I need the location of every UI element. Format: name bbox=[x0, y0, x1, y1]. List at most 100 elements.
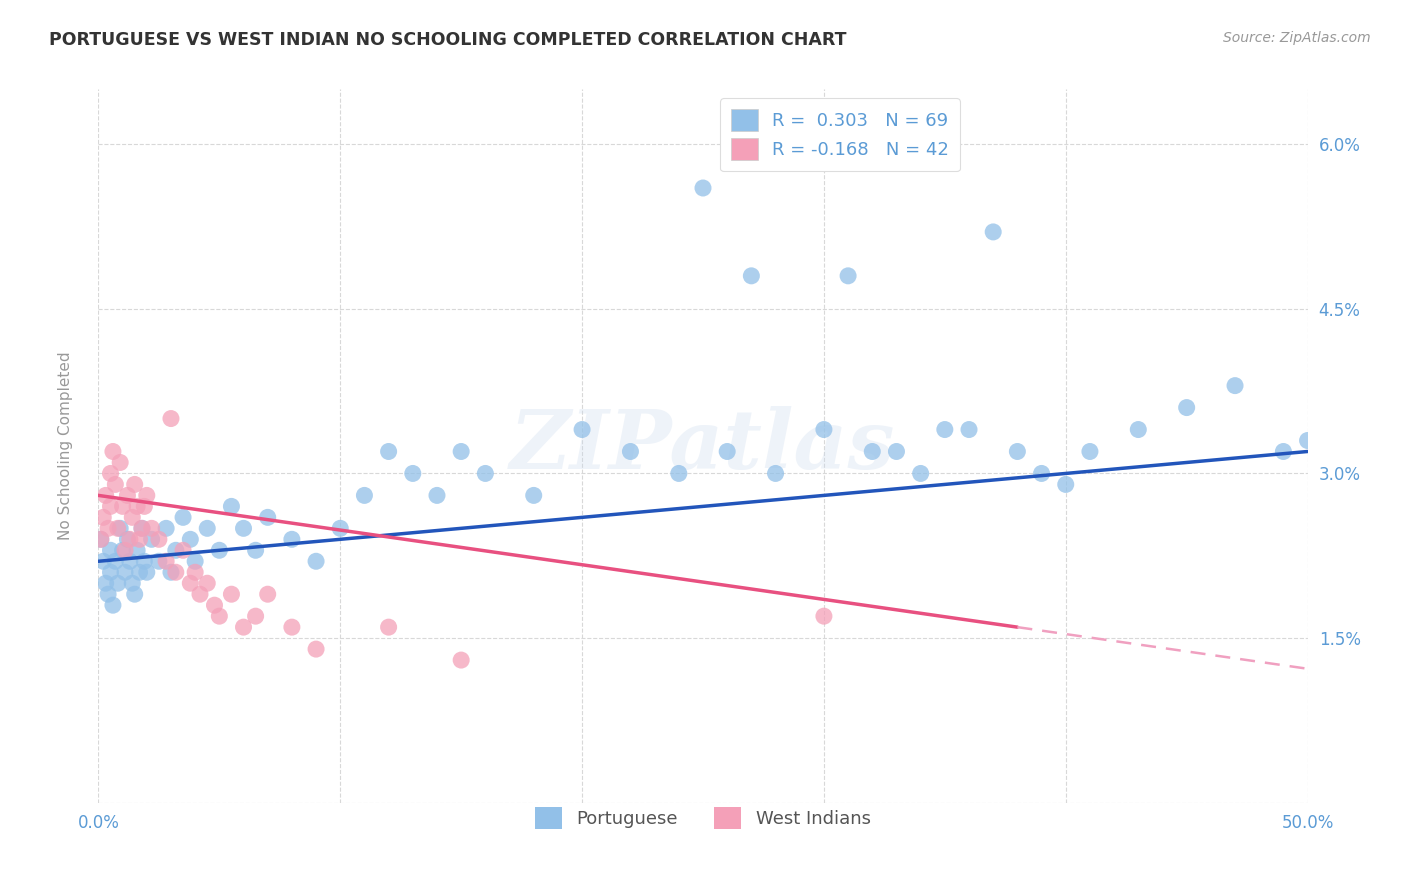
Legend: Portuguese, West Indians: Portuguese, West Indians bbox=[527, 800, 879, 837]
Point bbox=[108, 521, 131, 535]
Point bbox=[1296, 434, 1319, 448]
Point bbox=[619, 444, 641, 458]
Point bbox=[148, 554, 170, 568]
Point bbox=[256, 510, 278, 524]
Point bbox=[127, 543, 149, 558]
Point bbox=[131, 521, 153, 535]
Point bbox=[377, 444, 399, 458]
Point bbox=[1272, 444, 1295, 458]
Point bbox=[305, 642, 328, 657]
Point bbox=[165, 566, 187, 580]
Point bbox=[813, 423, 835, 437]
Point bbox=[221, 500, 243, 514]
Point bbox=[474, 467, 496, 481]
Point bbox=[402, 467, 425, 481]
Point bbox=[104, 477, 127, 491]
Point bbox=[114, 543, 136, 558]
Point bbox=[111, 500, 134, 514]
Point bbox=[184, 554, 207, 568]
Point bbox=[740, 268, 762, 283]
Point bbox=[1128, 423, 1150, 437]
Point bbox=[1175, 401, 1198, 415]
Point bbox=[208, 609, 231, 624]
Point bbox=[155, 554, 177, 568]
Point bbox=[329, 521, 352, 535]
Point bbox=[1078, 444, 1101, 458]
Point bbox=[860, 444, 883, 458]
Point bbox=[886, 444, 908, 458]
Point bbox=[305, 554, 328, 568]
Point bbox=[668, 467, 690, 481]
Point bbox=[281, 533, 304, 547]
Point bbox=[1031, 467, 1053, 481]
Point bbox=[118, 533, 141, 547]
Point bbox=[188, 587, 211, 601]
Point bbox=[1054, 477, 1077, 491]
Point bbox=[100, 543, 122, 558]
Point bbox=[245, 543, 267, 558]
Point bbox=[94, 576, 117, 591]
Point bbox=[91, 554, 114, 568]
Point bbox=[1223, 378, 1246, 392]
Point bbox=[114, 566, 136, 580]
Point bbox=[90, 533, 112, 547]
Point bbox=[172, 543, 194, 558]
Point bbox=[134, 554, 156, 568]
Point bbox=[195, 521, 218, 535]
Point bbox=[195, 576, 218, 591]
Point bbox=[204, 598, 226, 612]
Point bbox=[104, 554, 127, 568]
Point bbox=[179, 533, 201, 547]
Point bbox=[100, 500, 122, 514]
Point bbox=[101, 444, 124, 458]
Point bbox=[232, 521, 254, 535]
Point bbox=[281, 620, 304, 634]
Point bbox=[450, 653, 472, 667]
Point bbox=[184, 566, 207, 580]
Point bbox=[141, 533, 163, 547]
Point bbox=[256, 587, 278, 601]
Point bbox=[571, 423, 593, 437]
Point bbox=[179, 576, 201, 591]
Text: ZIPatlas: ZIPatlas bbox=[510, 406, 896, 486]
Point bbox=[124, 477, 146, 491]
Point bbox=[353, 488, 375, 502]
Point bbox=[160, 411, 183, 425]
Point bbox=[957, 423, 980, 437]
Point bbox=[813, 609, 835, 624]
Point bbox=[127, 500, 149, 514]
Point bbox=[172, 510, 194, 524]
Point bbox=[148, 533, 170, 547]
Point bbox=[160, 566, 183, 580]
Point bbox=[100, 467, 122, 481]
Point bbox=[107, 576, 129, 591]
Point bbox=[117, 533, 139, 547]
Point bbox=[94, 488, 117, 502]
Point bbox=[90, 533, 112, 547]
Point bbox=[111, 543, 134, 558]
Point bbox=[97, 587, 120, 601]
Point bbox=[128, 533, 150, 547]
Point bbox=[221, 587, 243, 601]
Point bbox=[135, 566, 157, 580]
Point bbox=[135, 488, 157, 502]
Point bbox=[934, 423, 956, 437]
Point bbox=[121, 576, 143, 591]
Point bbox=[523, 488, 546, 502]
Point bbox=[124, 587, 146, 601]
Point bbox=[118, 554, 141, 568]
Point bbox=[245, 609, 267, 624]
Point bbox=[1007, 444, 1029, 458]
Point bbox=[97, 521, 120, 535]
Point bbox=[155, 521, 177, 535]
Point bbox=[426, 488, 449, 502]
Point bbox=[91, 510, 114, 524]
Y-axis label: No Schooling Completed: No Schooling Completed bbox=[59, 351, 73, 541]
Point bbox=[765, 467, 787, 481]
Point bbox=[134, 500, 156, 514]
Point bbox=[117, 488, 139, 502]
Point bbox=[101, 598, 124, 612]
Point bbox=[716, 444, 738, 458]
Point bbox=[837, 268, 859, 283]
Text: Source: ZipAtlas.com: Source: ZipAtlas.com bbox=[1223, 31, 1371, 45]
